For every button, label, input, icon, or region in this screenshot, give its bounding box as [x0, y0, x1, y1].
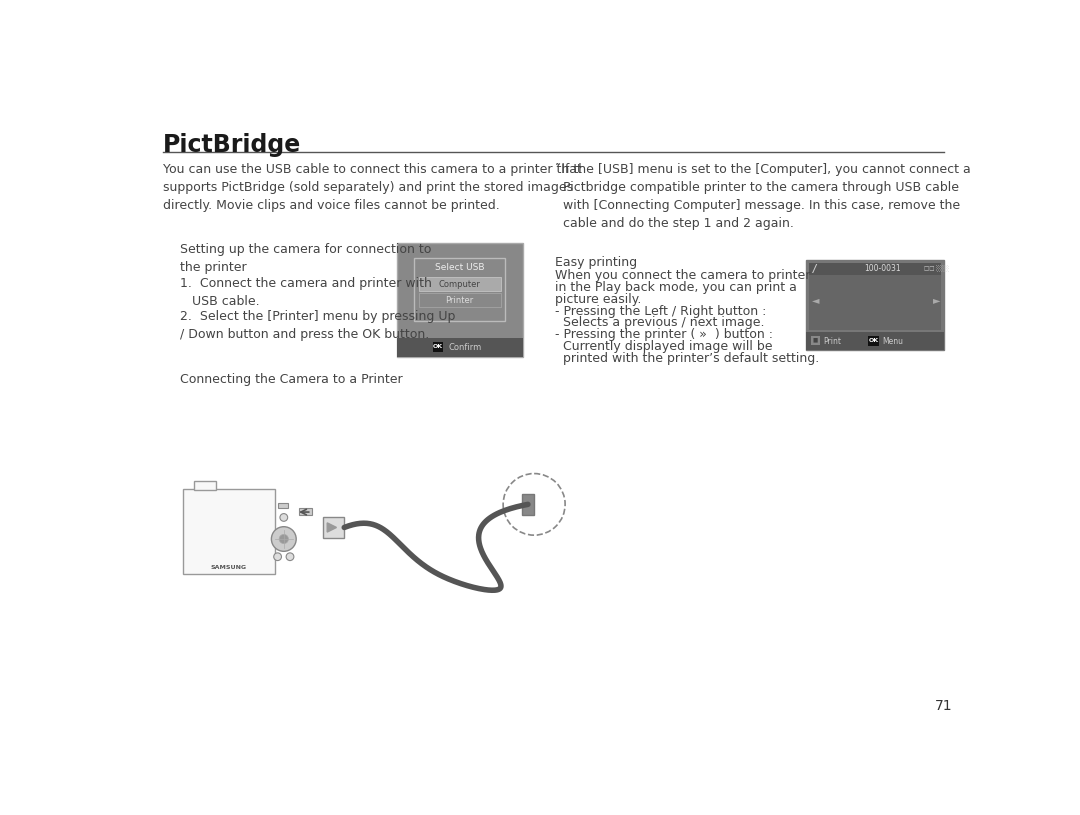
Text: ►: ►	[933, 295, 941, 306]
Text: Setting up the camera for connection to
the printer: Setting up the camera for connection to …	[180, 243, 431, 274]
Text: - Pressing the printer ( »  ) button :: - Pressing the printer ( » ) button :	[555, 328, 773, 341]
Text: □□ ░░░: □□ ░░░	[924, 266, 949, 272]
Polygon shape	[327, 523, 337, 532]
Text: in the Play back mode, you can print a: in the Play back mode, you can print a	[555, 280, 797, 293]
Text: - Pressing the Left / Right button :: - Pressing the Left / Right button :	[555, 305, 767, 318]
Bar	[806, 259, 944, 350]
Text: printed with the printer’s default setting.: printed with the printer’s default setti…	[555, 352, 820, 365]
Text: 1.  Connect the camera and printer with
   USB cable.: 1. Connect the camera and printer with U…	[180, 277, 432, 308]
Circle shape	[271, 526, 296, 551]
Text: Currently displayed image will be: Currently displayed image will be	[555, 341, 772, 354]
Bar	[323, 517, 345, 538]
Text: OK: OK	[868, 338, 879, 343]
Bar	[183, 489, 274, 574]
Circle shape	[273, 553, 282, 561]
Text: Computer: Computer	[438, 280, 481, 289]
Bar	[278, 503, 288, 509]
Text: 2.  Select the [Printer] menu by pressing Up
/ Down button and press the OK butt: 2. Select the [Printer] menu by pressing…	[180, 311, 456, 341]
Bar	[433, 341, 444, 352]
Bar	[809, 262, 941, 330]
Text: Print: Print	[823, 337, 841, 346]
Bar	[397, 338, 523, 356]
Text: You can use the USB cable to connect this camera to a printer that
supports Pict: You can use the USB cable to connect thi…	[163, 163, 582, 212]
Text: OK: OK	[433, 345, 443, 350]
Text: When you connect the camera to printer: When you connect the camera to printer	[555, 269, 810, 282]
Bar	[194, 482, 216, 490]
Text: SAMSUNG: SAMSUNG	[211, 565, 247, 570]
Bar	[809, 262, 941, 275]
Bar	[299, 509, 312, 515]
Bar	[806, 332, 944, 350]
Bar	[522, 494, 535, 515]
Text: Selects a previous / next image.: Selects a previous / next image.	[555, 316, 765, 329]
Text: Select USB: Select USB	[435, 263, 485, 272]
Bar	[868, 336, 879, 346]
Bar	[414, 258, 505, 321]
Circle shape	[280, 513, 287, 522]
Text: Menu: Menu	[882, 337, 903, 346]
Bar	[419, 277, 501, 291]
Text: PictBridge: PictBridge	[163, 133, 301, 157]
Text: ◄: ◄	[811, 295, 819, 306]
Text: picture easily.: picture easily.	[555, 293, 642, 306]
Text: 100-0031: 100-0031	[865, 264, 901, 273]
Circle shape	[286, 553, 294, 561]
Circle shape	[279, 535, 288, 544]
Bar	[811, 336, 820, 345]
Text: 71: 71	[935, 699, 953, 713]
Bar	[397, 243, 523, 356]
Text: Printer: Printer	[446, 296, 474, 305]
Text: Connecting the Camera to a Printer: Connecting the Camera to a Printer	[180, 373, 403, 386]
Text: ˜If the [USB] menu is set to the [Computer], you cannot connect a
  Pictbridge c: ˜If the [USB] menu is set to the [Comput…	[555, 163, 971, 231]
Text: Confirm: Confirm	[448, 343, 482, 352]
Text: ■: ■	[813, 338, 818, 343]
Text: /: /	[813, 264, 816, 274]
Text: Easy printing: Easy printing	[555, 256, 637, 269]
Bar	[419, 293, 501, 307]
